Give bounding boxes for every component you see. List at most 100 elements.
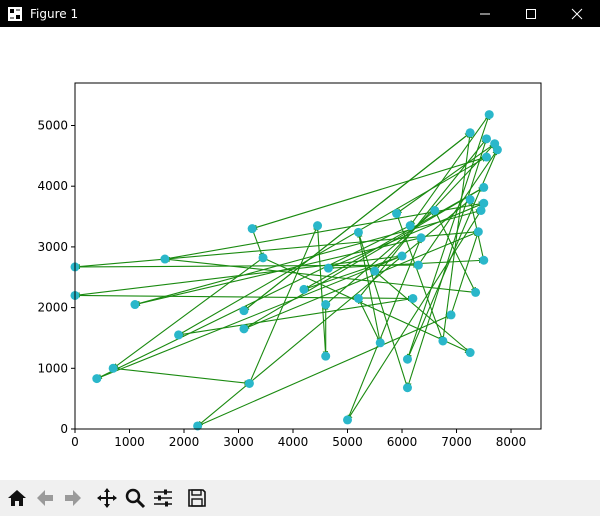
data-point-2: [481, 134, 491, 144]
save-button[interactable]: [184, 484, 210, 512]
close-icon: [571, 8, 583, 19]
arrow-4: [134, 209, 482, 306]
arrow-41: [409, 114, 490, 227]
y-tick-label: 5000: [37, 118, 68, 132]
data-point-42: [160, 254, 170, 264]
maximize-button[interactable]: [508, 0, 554, 27]
minimize-button[interactable]: [462, 0, 508, 27]
data-point-33: [321, 351, 331, 361]
data-point-37: [239, 306, 249, 316]
data-point-27: [353, 227, 363, 237]
arrow-14: [316, 225, 329, 357]
arrow-30: [442, 132, 473, 342]
navigation-toolbar: [0, 480, 600, 516]
data-point-38: [239, 324, 249, 334]
data-point-32: [321, 300, 331, 310]
floppy-disk-icon: [188, 489, 206, 507]
arrow-49: [112, 257, 264, 369]
data-point-43: [130, 300, 140, 310]
home-button[interactable]: [4, 484, 30, 512]
y-tick-label: 0: [60, 422, 68, 436]
arrow-right-icon: [65, 490, 81, 506]
data-point-36: [247, 224, 257, 234]
arrow-17: [347, 237, 422, 421]
matplotlib-figure-icon: [7, 6, 23, 22]
data-point-24: [392, 209, 402, 219]
data-point-9: [476, 205, 486, 215]
home-icon: [8, 490, 26, 506]
arrow-2: [96, 255, 403, 380]
arrow-25: [96, 225, 411, 380]
arrows-layer: [74, 114, 498, 427]
x-tick-label: 6000: [387, 435, 418, 449]
configure-subplots-button[interactable]: [150, 484, 176, 512]
data-point-25: [370, 266, 380, 276]
window-title: Figure 1: [30, 6, 79, 21]
data-point-1: [465, 128, 475, 138]
data-point-22: [402, 354, 412, 364]
y-axis: 0 1000 2000 3000 4000 5000: [37, 118, 75, 436]
figure-canvas[interactable]: 0 1000 2000 3000 4000 5000 6000 7000 8000 0 1000 2…: [0, 27, 600, 480]
x-tick-label: 8000: [496, 435, 527, 449]
arrow-13: [303, 186, 485, 290]
arrow-39: [251, 156, 487, 230]
data-point-31: [313, 221, 323, 231]
points-layer: [70, 110, 502, 431]
arrow-42: [396, 143, 495, 214]
plot-frame: [74, 82, 542, 430]
x-tick-label: 0: [71, 435, 79, 449]
data-point-4: [492, 145, 502, 155]
arrow-0: [74, 262, 419, 268]
y-tick-label: 3000: [37, 240, 68, 254]
data-point-40: [193, 421, 203, 431]
arrow-47: [357, 297, 381, 344]
magnifier-icon: [125, 488, 146, 509]
scatter-plot[interactable]: 0 1000 2000 3000 4000 5000 6000 7000 8000 0 1000 2…: [0, 27, 600, 480]
data-point-45: [92, 374, 102, 384]
pan-button[interactable]: [94, 484, 120, 512]
data-point-29: [353, 293, 363, 303]
close-button[interactable]: [554, 0, 600, 27]
zoom-button[interactable]: [122, 484, 148, 512]
data-point-19: [413, 260, 423, 270]
arrow-46: [303, 255, 403, 291]
arrow-44: [243, 132, 471, 312]
arrow-26: [178, 297, 414, 337]
data-point-21: [408, 293, 418, 303]
data-point-30: [323, 263, 333, 273]
x-tick-label: 2000: [169, 435, 200, 449]
data-point-5: [481, 152, 491, 162]
arrow-18: [357, 232, 382, 344]
minimize-icon: [480, 13, 490, 14]
data-point-12: [471, 287, 481, 297]
data-point-39: [244, 378, 254, 388]
data-point-0: [484, 110, 494, 120]
back-button[interactable]: [32, 484, 58, 512]
y-tick-label: 1000: [37, 361, 68, 375]
data-point-7: [465, 195, 475, 205]
data-point-41: [174, 330, 184, 340]
arrow-24: [357, 231, 408, 388]
arrow-7: [197, 314, 452, 427]
data-point-23: [402, 383, 412, 393]
arrow-3: [113, 367, 250, 386]
sliders-icon: [154, 489, 172, 507]
forward-button[interactable]: [60, 484, 86, 512]
data-point-34: [299, 284, 309, 294]
arrow-31: [450, 231, 480, 316]
y-tick-label: 4000: [37, 179, 68, 193]
arrow-10: [248, 225, 319, 384]
x-tick-label: 1000: [114, 435, 145, 449]
x-tick-label: 3000: [223, 435, 254, 449]
data-point-20: [397, 251, 407, 261]
arrow-34: [74, 231, 479, 270]
data-point-15: [438, 336, 448, 346]
arrow-40: [406, 138, 488, 389]
data-point-35: [258, 253, 268, 263]
arrow-36: [243, 186, 485, 330]
data-point-8: [479, 198, 489, 208]
x-axis: 0 1000 2000 3000 4000 5000 6000 7000 8000: [71, 429, 526, 449]
arrow-45: [374, 270, 471, 353]
arrow-27: [417, 149, 498, 266]
data-point-10: [473, 227, 483, 237]
